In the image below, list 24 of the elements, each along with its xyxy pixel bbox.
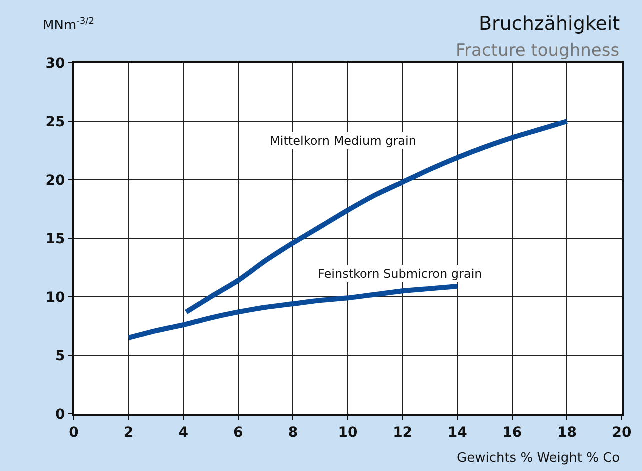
x-tick-label: 2: [124, 424, 134, 441]
y-tick-label: 5: [55, 348, 66, 364]
y-tick-label: 25: [46, 114, 66, 130]
y-tick-label: 10: [46, 290, 66, 306]
x-tick-label: 18: [557, 424, 577, 441]
x-axis-title: Gewichts % Weight % Co: [457, 451, 620, 466]
x-tick-label: 14: [448, 424, 468, 441]
x-tick-label: 12: [393, 424, 413, 441]
x-tick-label: 20: [612, 424, 632, 441]
chart-subtitle: Fracture toughness: [456, 41, 620, 61]
series-label: Feinstkorn Submicron grain: [318, 267, 482, 281]
y-axis-title: MNm$^{-3/2}$: [43, 17, 95, 34]
x-tick-label: 0: [69, 424, 80, 441]
x-tick-label: 4: [178, 424, 189, 441]
y-tick-label: 15: [46, 231, 66, 248]
x-tick-label: 6: [234, 424, 244, 441]
y-tick-label: 20: [46, 172, 66, 189]
y-tick-label: 0: [55, 406, 66, 423]
text: Mittelkorn Medium grain: [270, 134, 416, 148]
x-tick-label: 8: [288, 424, 298, 441]
chart-title: Bruchzähigkeit: [479, 13, 620, 35]
x-tick-label: 16: [502, 424, 522, 441]
x-tick-label: 10: [338, 424, 358, 441]
y-tick-label: 30: [46, 56, 66, 72]
